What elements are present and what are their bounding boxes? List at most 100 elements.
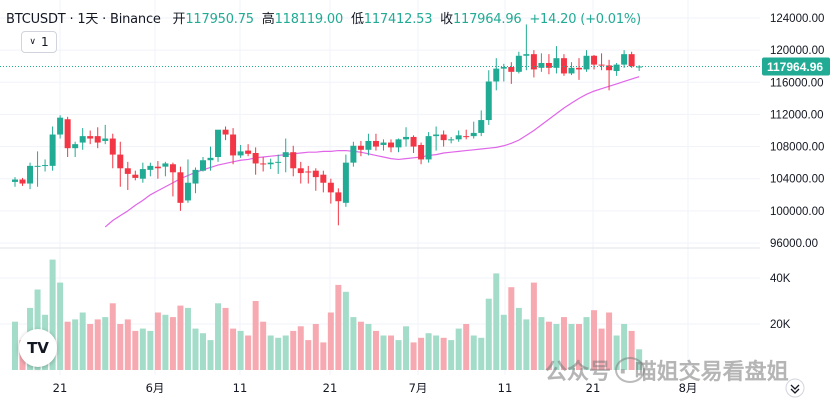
candle-body (440, 134, 447, 141)
price-axis-label: 100000.00 (770, 206, 824, 218)
volume-bar (87, 324, 94, 370)
volume-bar (312, 324, 319, 370)
volume-bar (177, 305, 184, 370)
price-axis-label: 108000.00 (770, 142, 824, 154)
open-label: 开 (172, 12, 186, 27)
candle-body (598, 64, 605, 66)
open-value: 117950.75 (185, 12, 254, 27)
wechat-icon (615, 357, 645, 383)
candle-body (606, 65, 613, 71)
volume-bar (207, 340, 214, 370)
volume-bar (102, 317, 109, 370)
time-axis-label: 6月 (146, 381, 165, 395)
candle-body (117, 154, 124, 169)
candle-body (297, 168, 304, 174)
candle-body (538, 63, 545, 68)
volume-bar (154, 312, 161, 370)
candle-body (275, 161, 282, 163)
candle-body (177, 172, 184, 203)
interval-name: 1天 (77, 12, 99, 27)
logo-text: TV (27, 339, 49, 357)
volume-bar (252, 301, 259, 370)
candle-body (388, 142, 394, 148)
time-axis-label: 11 (498, 381, 513, 395)
volume-bar (372, 330, 379, 370)
candle-body (64, 119, 71, 149)
volume-bar (560, 317, 567, 370)
volume-bar (147, 330, 154, 370)
volume-bar (576, 324, 582, 370)
price-axis-label: 112000.00 (770, 109, 824, 121)
volume-bar (357, 321, 364, 370)
candle-body (290, 152, 297, 169)
candle-body (591, 55, 598, 65)
price-axis-label: 124000.00 (770, 13, 824, 25)
volume-bar (260, 321, 267, 370)
candle-body (12, 179, 18, 182)
volume-bar (395, 340, 402, 370)
candle-body (553, 58, 560, 68)
volume-bar (215, 303, 222, 370)
volume-bar (455, 328, 462, 370)
volume-bar (553, 324, 560, 370)
volume-bar (305, 340, 312, 370)
low-value: 117412.53 (363, 12, 433, 27)
candle-body (380, 142, 387, 145)
watermark-text: 公众号 · 喵姐交易看盘姐 (545, 360, 789, 385)
candle-body (530, 54, 537, 70)
candle-body (162, 163, 169, 167)
candle-body (27, 165, 34, 184)
volume-bar (403, 326, 410, 370)
separator: · (102, 12, 107, 27)
volume-axis-label: 20K (770, 319, 791, 331)
candle-body (485, 81, 492, 121)
volume-bar (267, 335, 274, 370)
volume-bar (124, 319, 131, 370)
candle-body (267, 162, 274, 165)
candle-body (515, 55, 522, 72)
candle-body (621, 54, 628, 65)
volume-bar (94, 319, 101, 370)
candle-body (57, 117, 64, 135)
volume-bar (290, 330, 297, 370)
candle-body (448, 139, 455, 141)
candle-body (245, 150, 252, 154)
volume-bar (478, 337, 485, 370)
volume-bar (320, 342, 327, 370)
candle-body (282, 152, 289, 158)
volume-bar (538, 317, 545, 370)
volume-bar (365, 324, 372, 370)
volume-bar (583, 317, 590, 370)
candle-body (260, 163, 267, 165)
volume-bar (72, 319, 79, 370)
candle-body (350, 145, 357, 163)
candle-body (72, 144, 79, 149)
volume-bar (613, 335, 620, 370)
candle-body (237, 151, 244, 156)
tradingview-logo-icon[interactable]: TV (19, 329, 57, 367)
volume-bar (117, 324, 124, 370)
volume-bar (237, 330, 244, 370)
symbol-name[interactable]: BTCUSDT (6, 12, 66, 27)
indicator-toggle-button[interactable]: ∨ 1 (21, 31, 57, 53)
candle-body (200, 160, 206, 171)
volume-bar (57, 282, 64, 370)
time-axis-label: 21 (53, 381, 68, 395)
candle-body (154, 166, 161, 169)
candle-body (508, 67, 515, 72)
volume-bar (425, 333, 432, 370)
candle-body (372, 140, 379, 147)
indicator-count: 1 (40, 35, 49, 49)
candle-body (207, 157, 214, 161)
candle-body (500, 67, 507, 69)
volume-bar (591, 310, 598, 370)
scroll-right-icon[interactable] (785, 378, 805, 398)
volume-bar (12, 321, 18, 370)
volume-bar (335, 284, 342, 370)
candle-body (455, 135, 462, 140)
candle-body (493, 68, 500, 82)
volume-bar (275, 337, 282, 370)
candle-body (335, 192, 342, 202)
